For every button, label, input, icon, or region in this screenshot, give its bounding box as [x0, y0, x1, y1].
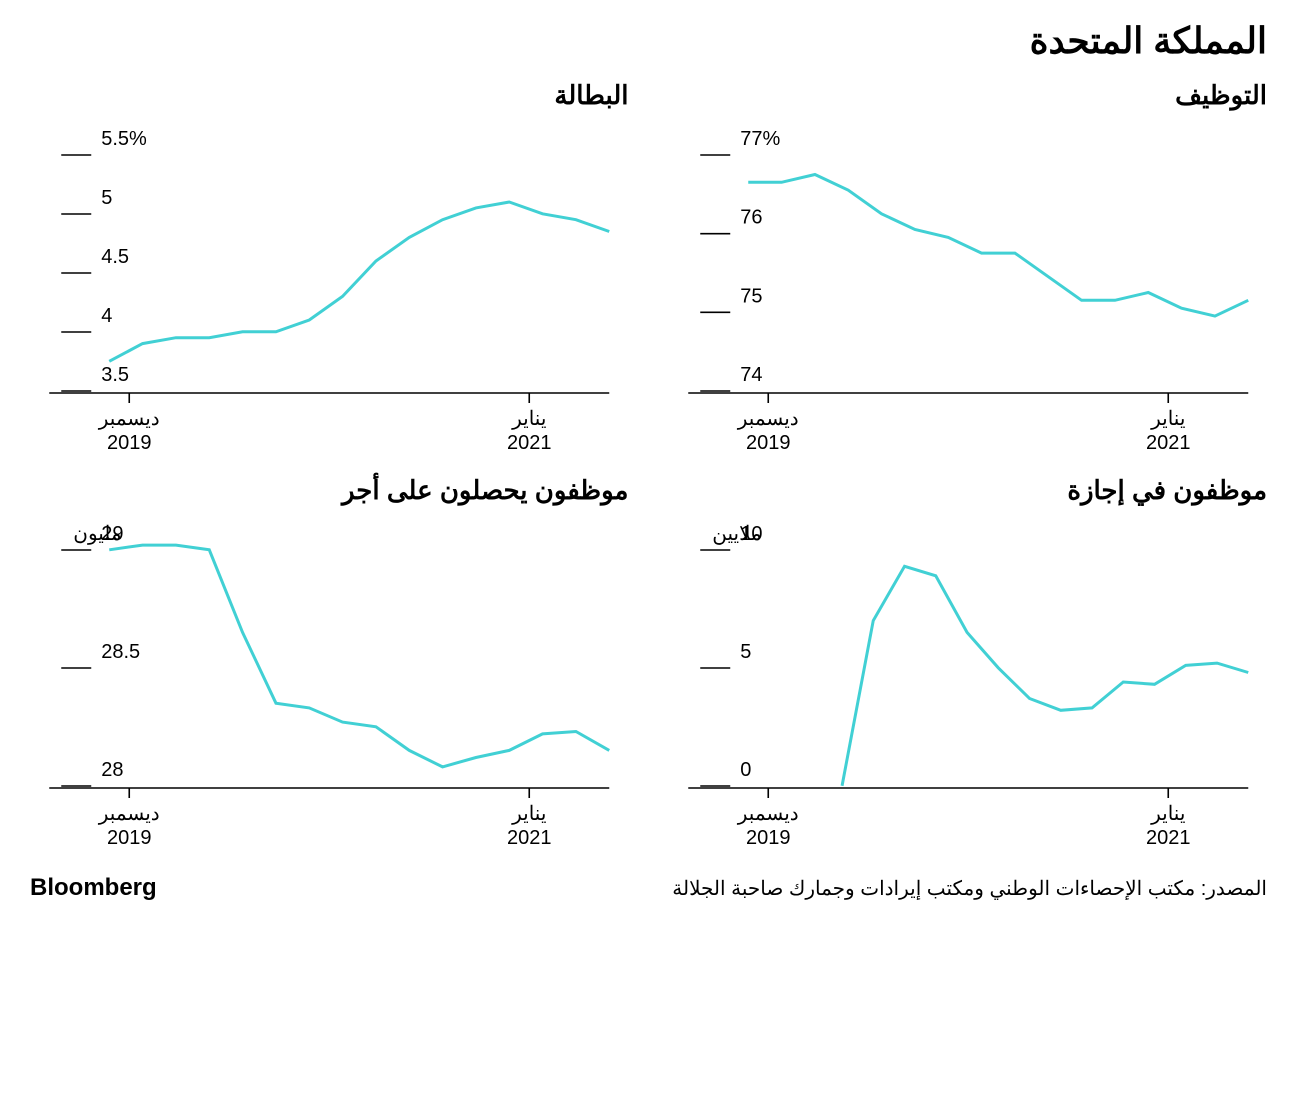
furlough-chart: 0510ملايينديسمبر2019يناير2021: [669, 510, 1268, 850]
y-tick-label: 75: [740, 285, 762, 307]
x-tick-year: 2021: [1146, 432, 1191, 454]
x-tick-year: 2019: [746, 432, 791, 454]
x-tick-month: يناير: [511, 803, 546, 825]
chart-container: 3.5 4 4.5 5 5.5% ديسمبر2019 يناير2021: [30, 115, 629, 455]
x-tick-year: 2021: [507, 827, 552, 849]
y-tick-label: 28: [101, 759, 123, 781]
x-tick-month: يناير: [511, 408, 546, 430]
panel-payroll: موظفون يحصلون على أجر 2828.529مليونديسمب…: [30, 475, 629, 850]
y-tick-label: 4.5: [101, 246, 129, 268]
panel-furlough: موظفون في إجازة 0510ملايينديسمبر2019يناي…: [669, 475, 1268, 850]
x-tick-year: 2021: [507, 432, 552, 454]
x-tick-month: ديسمبر: [98, 803, 160, 825]
y-tick-label: 5: [740, 641, 751, 663]
data-line: [748, 175, 1248, 317]
unemployment-chart: 3.5 4 4.5 5 5.5% ديسمبر2019 يناير2021: [30, 115, 629, 455]
main-title: المملكة المتحدة: [30, 20, 1267, 62]
chart-container: 2828.529مليونديسمبر2019يناير2021: [30, 510, 629, 850]
x-tick-month: ديسمبر: [98, 408, 160, 430]
chart-grid: التوظيف 74757677%ديسمبر2019يناير2021 الب…: [30, 80, 1267, 850]
y-tick-label: 5: [101, 187, 112, 209]
x-tick-year: 2019: [107, 827, 152, 849]
y-tick-label: 76: [740, 207, 762, 229]
x-tick-year: 2021: [1146, 827, 1191, 849]
chart-container: 74 75 76 77% ديسمبر2019 يناير2021: [669, 115, 1268, 455]
data-line: [109, 545, 609, 767]
y-unit-label: ملايين: [712, 523, 761, 545]
brand-logo: Bloomberg: [30, 874, 157, 902]
y-tick-label: 74: [740, 364, 762, 386]
data-line: [109, 202, 609, 361]
y-tick-label: 3.5: [101, 364, 129, 386]
employment-chart: 74 75 76 77% ديسمبر2019 يناير2021: [669, 115, 1268, 455]
panel-title: موظفون يحصلون على أجر: [30, 475, 629, 506]
panel-title: موظفون في إجازة: [669, 475, 1268, 506]
chart-container: 0510ملايينديسمبر2019يناير2021: [669, 510, 1268, 850]
y-tick-label: 5.5%: [101, 128, 147, 150]
panel-unemployment: البطالة 3.5 4 4.5 5 5.5% ديسمبر2019 يناير2021: [30, 80, 629, 455]
source-text: المصدر: مكتب الإحصاءات الوطني ومكتب إيرا…: [672, 876, 1267, 901]
payroll-chart: 2828.529مليونديسمبر2019يناير2021: [30, 510, 629, 850]
x-tick-month: ديسمبر: [736, 803, 798, 825]
x-tick-year: 2019: [107, 432, 152, 454]
panel-employment: التوظيف 74 75 76 77% ديسمبر2019 يناير2021: [669, 80, 1268, 455]
y-tick-label: 4: [101, 305, 112, 327]
data-line: [842, 566, 1248, 786]
y-tick-label: 77%: [740, 128, 780, 150]
panel-title: البطالة: [30, 80, 629, 111]
panel-title: التوظيف: [669, 80, 1268, 111]
footer: Bloomberg المصدر: مكتب الإحصاءات الوطني …: [30, 874, 1267, 902]
x-tick-month: ديسمبر: [736, 408, 798, 430]
x-tick-month: يناير: [1150, 803, 1185, 825]
y-unit-label: مليون: [73, 523, 121, 545]
y-tick-label: 0: [740, 759, 751, 781]
y-tick-label: 28.5: [101, 641, 140, 663]
x-tick-month: يناير: [1150, 408, 1185, 430]
x-tick-year: 2019: [746, 827, 791, 849]
